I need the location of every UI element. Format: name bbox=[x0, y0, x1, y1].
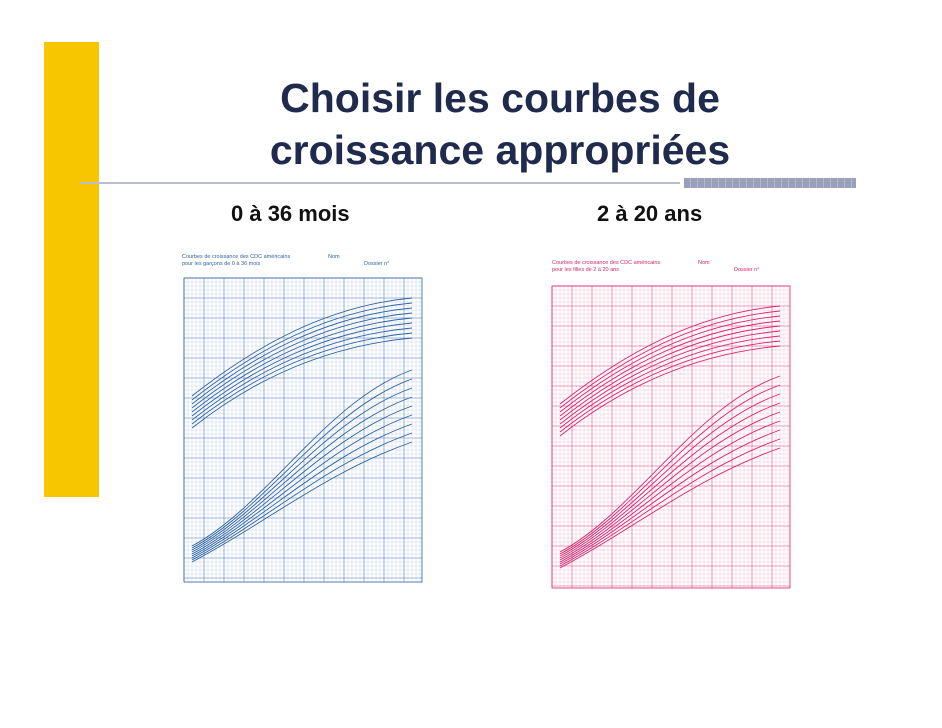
label-0-36-mois: 0 à 36 mois bbox=[231, 201, 350, 226]
left-grid-frame bbox=[183, 277, 423, 583]
title-divider bbox=[80, 182, 680, 184]
left-stature-curve bbox=[191, 332, 413, 425]
right-stature-curve bbox=[559, 310, 781, 409]
left-weight-curve bbox=[191, 423, 413, 559]
title-divider-accent bbox=[684, 178, 856, 188]
left-weight-curve bbox=[191, 387, 413, 551]
growth-chart-girls-2-20-years: Courbes de croissance des CDC américains… bbox=[538, 246, 800, 626]
chart-right-graphic bbox=[551, 285, 791, 589]
right-stature-curve bbox=[559, 320, 781, 417]
left-weight-curve bbox=[191, 405, 413, 555]
title-line-1: Choisir les courbes de bbox=[280, 75, 720, 121]
left-stature-curve bbox=[191, 312, 413, 409]
right-stature-curve bbox=[559, 325, 781, 421]
right-weight-curve bbox=[559, 402, 781, 559]
left-weight-curve bbox=[191, 441, 413, 563]
right-weight-curve bbox=[559, 420, 781, 563]
left-stature-curve bbox=[191, 307, 413, 405]
chart-right-name-label: Nom bbox=[698, 260, 710, 266]
chart-right-header-line2: pour les filles de 2 à 20 ans bbox=[552, 267, 619, 273]
chart-left-graphic bbox=[183, 277, 423, 583]
chart-left-file-label: Dossier n° bbox=[364, 261, 390, 267]
chart-left-name-label: Nom bbox=[328, 254, 340, 260]
right-stature-curve bbox=[559, 335, 781, 429]
right-stature-curve bbox=[559, 340, 781, 433]
left-stature-curve bbox=[191, 297, 413, 397]
right-stature-curve bbox=[559, 305, 781, 405]
label-2-20-ans: 2 à 20 ans bbox=[597, 201, 703, 226]
left-stature-curve bbox=[191, 337, 413, 429]
right-weight-curve bbox=[559, 429, 781, 565]
left-weight-curve bbox=[191, 396, 413, 553]
right-stature-curve bbox=[559, 315, 781, 413]
right-weight-curve bbox=[559, 411, 781, 561]
right-stature-curve bbox=[559, 345, 781, 437]
accent-bar bbox=[44, 42, 99, 497]
left-stature-curve bbox=[191, 322, 413, 417]
title-line-2: croissance appropriées bbox=[269, 127, 731, 173]
left-stature-curve bbox=[191, 327, 413, 421]
right-weight-curve bbox=[559, 375, 781, 553]
chart-left-header-line2: pour les garçons de 0 à 36 mois bbox=[182, 261, 261, 267]
chart-right-file-label: Dossier n° bbox=[734, 267, 760, 273]
left-weight-curve bbox=[191, 432, 413, 561]
left-stature-curve bbox=[191, 317, 413, 413]
left-weight-curve bbox=[191, 414, 413, 557]
slide-title: Choisir les courbes de croissance approp… bbox=[230, 72, 770, 176]
growth-chart-boys-0-36-months: Courbes de croissance des CDC américains… bbox=[170, 246, 432, 626]
right-stature-curve bbox=[559, 330, 781, 425]
right-weight-curve bbox=[559, 384, 781, 555]
left-weight-curve bbox=[191, 378, 413, 549]
left-weight-curve bbox=[191, 369, 413, 547]
chart-left-header-line1: Courbes de croissance des CDC américains bbox=[182, 254, 291, 260]
right-grid-frame bbox=[551, 285, 791, 589]
right-weight-curve bbox=[559, 438, 781, 567]
chart-right-header-line1: Courbes de croissance des CDC américains bbox=[552, 260, 661, 266]
left-stature-curve bbox=[191, 302, 413, 401]
right-weight-curve bbox=[559, 447, 781, 569]
right-weight-curve bbox=[559, 393, 781, 557]
